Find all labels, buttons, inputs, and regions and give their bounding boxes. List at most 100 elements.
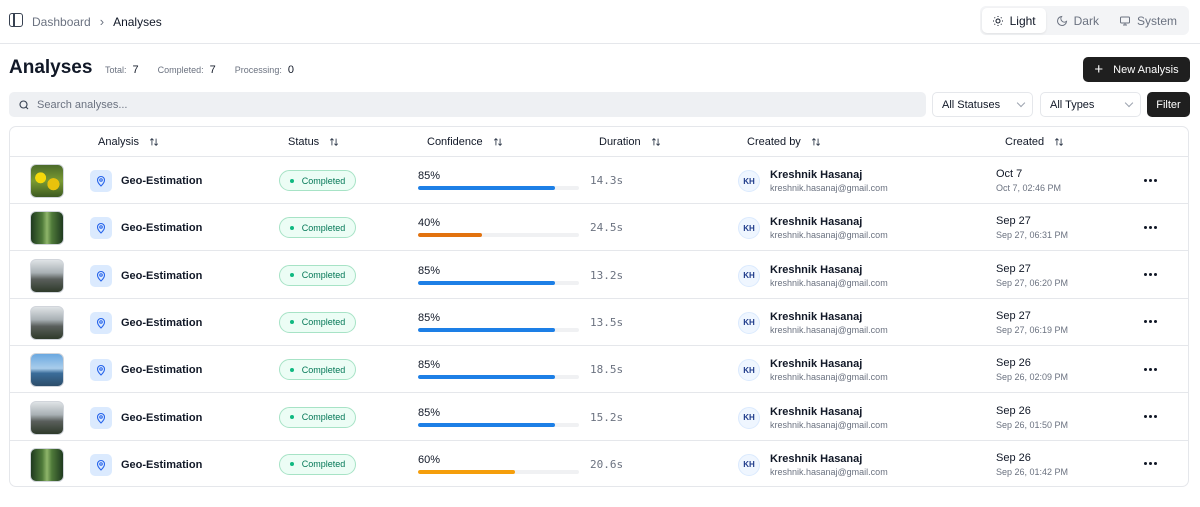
column-header-created[interactable]: Created [1005,136,1064,148]
analysis-name[interactable]: Geo-Estimation [121,316,203,329]
status-badge: Completed [279,217,356,239]
map-pin-icon [90,406,112,429]
table-row[interactable]: Geo-Estimation Completed 40% 24.5s KH Kr… [10,204,1188,252]
more-options-icon[interactable] [1141,267,1159,283]
column-label: Status [288,136,320,148]
duration-value: 14.3s [590,174,624,187]
confidence-bar-fill [418,233,483,238]
status-label: Completed [301,317,346,328]
analysis-thumbnail[interactable] [30,258,64,293]
column-header-analysis[interactable]: Analysis [98,136,159,148]
created-date: Sep 26 [996,357,1031,370]
confidence-bar-fill [418,186,555,190]
table-row[interactable]: Geo-Estimation Completed 85% 13.2s KH Kr… [10,252,1188,299]
user-name: Kreshnik Hasanaj [770,263,863,276]
column-header-confidence[interactable]: Confidence [427,136,503,148]
analysis-thumbnail[interactable] [30,305,64,340]
type-select[interactable]: All Types [1040,92,1141,117]
created-datetime: Sep 27, 06:19 PM [996,324,1069,335]
avatar: KH [738,170,760,192]
confidence-value: 85% [418,170,441,182]
confidence-bar-fill [418,375,555,380]
avatar: KH [738,311,760,334]
sidebar-toggle-icon[interactable] [9,13,23,27]
created-date: Sep 27 [996,309,1031,322]
theme-dark-button[interactable]: Dark [1046,8,1109,33]
more-options-icon[interactable] [1141,409,1159,425]
theme-light-button[interactable]: Light [981,8,1046,33]
status-select-value: All Statuses [942,98,1001,111]
plus-icon: + [1094,61,1104,78]
breadcrumb-dashboard-link[interactable]: Dashboard [32,14,91,29]
theme-system-label: System [1136,13,1177,28]
stat-processing: Processing: 0 [235,64,294,76]
table-row[interactable]: Geo-Estimation Completed 85% 18.5s KH Kr… [10,346,1188,394]
monitor-icon [1119,16,1130,25]
sort-icon [1055,138,1064,146]
user-name: Kreshnik Hasanaj [770,405,863,418]
sort-icon [651,138,660,146]
column-header-status[interactable]: Status [288,136,339,148]
analysis-name[interactable]: Geo-Estimation [121,458,203,471]
stat-label: Processing: [234,65,282,75]
chevron-right-icon: › [99,14,105,29]
analysis-thumbnail[interactable] [30,211,64,246]
table-row[interactable]: Geo-Estimation Completed 60% 20.6s KH Kr… [10,441,1188,486]
analysis-thumbnail[interactable] [30,353,64,388]
analysis-thumbnail[interactable] [30,400,64,435]
confidence-value: 85% [418,359,441,372]
created-datetime: Oct 7, 02:46 PM [996,183,1062,193]
more-options-icon[interactable] [1141,172,1159,188]
user-email: kreshnik.hasanaj@gmail.com [770,324,888,335]
theme-switcher: Light Dark System [979,6,1189,35]
avatar: KH [738,453,760,476]
user-email: kreshnik.hasanaj@gmail.com [770,230,888,241]
more-options-icon[interactable] [1141,456,1159,472]
avatar: KH [738,359,760,382]
table-row[interactable]: Geo-Estimation Completed 85% 14.3s KH Kr… [10,157,1188,204]
search-input[interactable] [37,98,907,111]
analysis-thumbnail[interactable] [30,164,64,198]
more-options-icon[interactable] [1141,314,1159,330]
analysis-name[interactable]: Geo-Estimation [121,364,203,377]
analysis-name[interactable]: Geo-Estimation [121,411,203,424]
confidence-value: 85% [418,264,441,277]
user-email: kreshnik.hasanaj@gmail.com [770,277,888,288]
more-options-icon[interactable] [1141,361,1159,377]
analysis-name[interactable]: Geo-Estimation [121,175,203,187]
user-email: kreshnik.hasanaj@gmail.com [770,466,888,477]
column-header-duration[interactable]: Duration [599,136,661,148]
map-pin-icon [90,264,112,287]
status-badge: Completed [279,170,356,191]
created-datetime: Sep 27, 06:20 PM [996,277,1069,288]
stat-label: Total: [105,65,127,75]
created-date: Sep 26 [996,451,1031,464]
more-options-icon[interactable] [1141,219,1159,235]
theme-dark-label: Dark [1073,13,1099,28]
status-select[interactable]: All Statuses [932,92,1033,117]
confidence-value: 85% [418,311,441,324]
confidence-bar [418,280,579,285]
new-analysis-button[interactable]: + New Analysis [1083,57,1190,82]
theme-system-button[interactable]: System [1109,8,1187,33]
type-select-value: All Types [1050,98,1095,111]
filter-button[interactable]: Filter [1147,92,1190,117]
status-dot-icon [289,415,294,419]
analysis-name[interactable]: Geo-Estimation [121,269,203,282]
analysis-name[interactable]: Geo-Estimation [121,222,203,235]
created-datetime: Sep 26, 01:50 PM [996,419,1069,430]
duration-value: 20.6s [590,457,624,471]
table-row[interactable]: Geo-Estimation Completed 85% 13.5s KH Kr… [10,299,1188,346]
breadcrumb: Dashboard › Analyses [32,14,162,29]
column-header-created-by[interactable]: Created by [747,136,821,148]
duration-value: 15.2s [590,410,624,424]
created-date: Sep 27 [996,262,1031,275]
analysis-thumbnail[interactable] [30,447,64,482]
search-bar [9,92,926,117]
created-datetime: Sep 26, 02:09 PM [996,372,1069,383]
status-label: Completed [301,175,346,186]
chevron-down-icon [1124,98,1134,108]
user-email: kreshnik.hasanaj@gmail.com [770,419,888,430]
table-row[interactable]: Geo-Estimation Completed 85% 15.2s KH Kr… [10,394,1188,441]
created-datetime: Sep 27, 06:31 PM [996,230,1069,241]
